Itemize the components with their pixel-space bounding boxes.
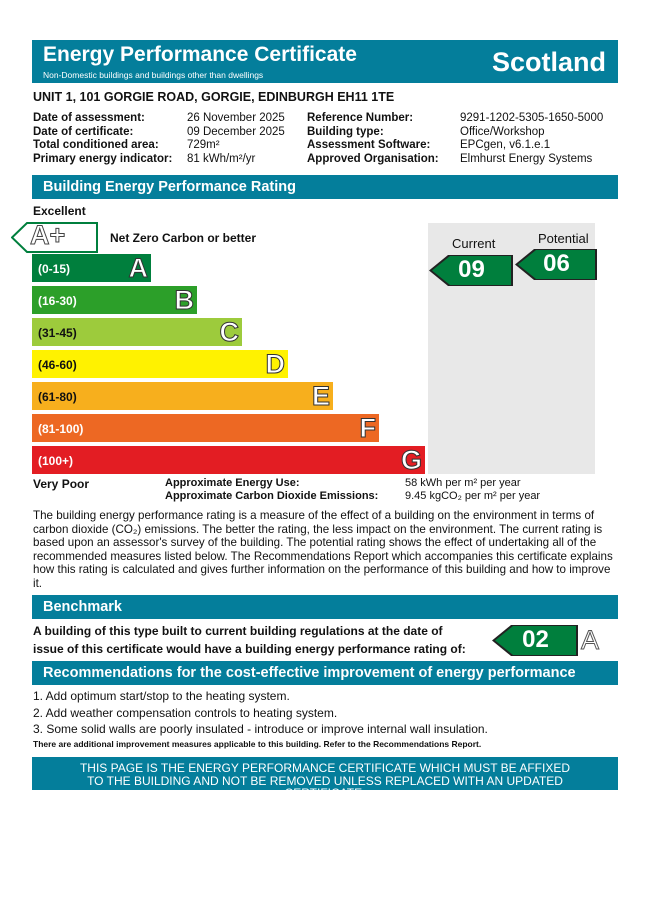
detail-value: 9291-1202-5305-1650-5000 xyxy=(460,112,604,124)
benchmark-rating-arrow: 02 xyxy=(495,626,576,655)
energy-use-label: Approximate Energy Use: xyxy=(165,477,300,489)
page-title: Energy Performance Certificate xyxy=(43,43,357,66)
rating-section-title: Building Energy Performance Rating xyxy=(32,175,618,199)
detail-value: EPCgen, v6.1.e.1 xyxy=(460,139,551,152)
details-left-values: 26 November 2025 09 December 2025 729m² … xyxy=(187,112,285,167)
page-subtitle: Non-Domestic buildings and buildings oth… xyxy=(43,70,264,80)
recommendations-title: Recommendations for the cost-effective i… xyxy=(32,661,618,685)
band-range: (16-30) xyxy=(38,294,77,308)
recommendation-item: 1. Add optimum start/stop to the heating… xyxy=(33,689,290,703)
rating-band-a: (0-15) A xyxy=(32,253,151,284)
rating-band-c: (31-45) C xyxy=(32,317,242,348)
recommendation-item: 2. Add weather compensation controls to … xyxy=(33,706,338,720)
detail-label: Reference Number: xyxy=(307,112,414,124)
co2-value: 9.45 kgCO₂ per m² per year xyxy=(405,490,541,502)
details-left: Date of assessment: Date of certificate:… xyxy=(33,112,172,167)
region-label: Scotland xyxy=(491,47,606,77)
detail-label: Date of certificate: xyxy=(33,125,134,138)
detail-label: Primary energy indicator: xyxy=(33,153,173,166)
benchmark-line-1: A building of this type built to current… xyxy=(33,624,443,638)
rating-band-d: (46-60) D xyxy=(32,349,288,380)
rating-description: The building energy performance rating i… xyxy=(33,509,613,590)
detail-value: Elmhurst Energy Systems xyxy=(460,153,593,166)
detail-label: Date of assessment: xyxy=(33,112,145,124)
excellent-label: Excellent xyxy=(33,204,86,218)
detail-label: Approved Organisation: xyxy=(307,153,439,166)
detail-value: Office/Workshop xyxy=(460,125,545,138)
band-range: (81-100) xyxy=(38,422,84,436)
rating-band-b: (16-30) B xyxy=(32,285,197,316)
recommendations-note: There are additional improvement measure… xyxy=(33,739,482,749)
band-letter: A xyxy=(128,253,148,284)
very-poor-label: Very Poor xyxy=(33,477,90,491)
potential-rating-arrow: 06 xyxy=(518,250,595,279)
current-label: Current xyxy=(452,236,496,251)
band-letter: F xyxy=(359,413,376,444)
header-banner: Energy Performance Certificate Non-Domes… xyxy=(32,40,618,83)
aplus-letter: A+ xyxy=(29,220,66,251)
detail-label: Total conditioned area: xyxy=(33,139,159,152)
rating-band-f: (81-100) F xyxy=(32,413,379,444)
detail-value: 09 December 2025 xyxy=(187,125,285,138)
potential-label: Potential xyxy=(538,231,589,246)
aplus-text: Net Zero Carbon or better xyxy=(110,231,257,245)
energy-use-value: 58 kWh per m² per year xyxy=(405,477,521,489)
property-address: UNIT 1, 101 GORGIE ROAD, GORGIE, EDINBUR… xyxy=(33,90,395,104)
band-letter: C xyxy=(219,317,239,348)
current-rating-arrow: 09 xyxy=(432,256,511,285)
band-letter: D xyxy=(265,349,285,380)
detail-label: Building type: xyxy=(307,125,384,138)
co2-label: Approximate Carbon Dioxide Emissions: xyxy=(165,490,379,502)
benchmark-line-2: issue of this certificate would have a b… xyxy=(33,642,466,656)
band-letter: G xyxy=(400,445,422,476)
band-range: (100+) xyxy=(38,454,74,468)
band-letter: E xyxy=(311,381,330,412)
footer-notice: THIS PAGE IS THE ENERGY PERFORMANCE CERT… xyxy=(32,757,618,799)
recommendation-item: 3. Some solid walls are poorly insulated… xyxy=(33,722,488,736)
aplus-arrow xyxy=(11,222,98,253)
detail-value: 26 November 2025 xyxy=(187,112,285,124)
details-right-values: 9291-1202-5305-1650-5000 Office/Workshop… xyxy=(460,112,603,167)
band-letter: B xyxy=(174,285,194,316)
details-right: Reference Number: Building type: Assessm… xyxy=(307,112,439,167)
rating-band-e: (61-80) E xyxy=(32,381,333,412)
band-range: (46-60) xyxy=(38,358,77,372)
detail-label: Assessment Software: xyxy=(307,139,431,152)
detail-value: 729m² xyxy=(187,139,220,152)
band-range: (0-15) xyxy=(38,262,71,276)
rating-band-g: (100+) G xyxy=(32,445,425,476)
band-range: (61-80) xyxy=(38,390,77,404)
benchmark-title: Benchmark xyxy=(32,595,618,619)
benchmark-letter: A xyxy=(580,625,600,656)
detail-value: 81 kWh/m²/yr xyxy=(187,153,256,166)
band-range: (31-45) xyxy=(38,326,77,340)
